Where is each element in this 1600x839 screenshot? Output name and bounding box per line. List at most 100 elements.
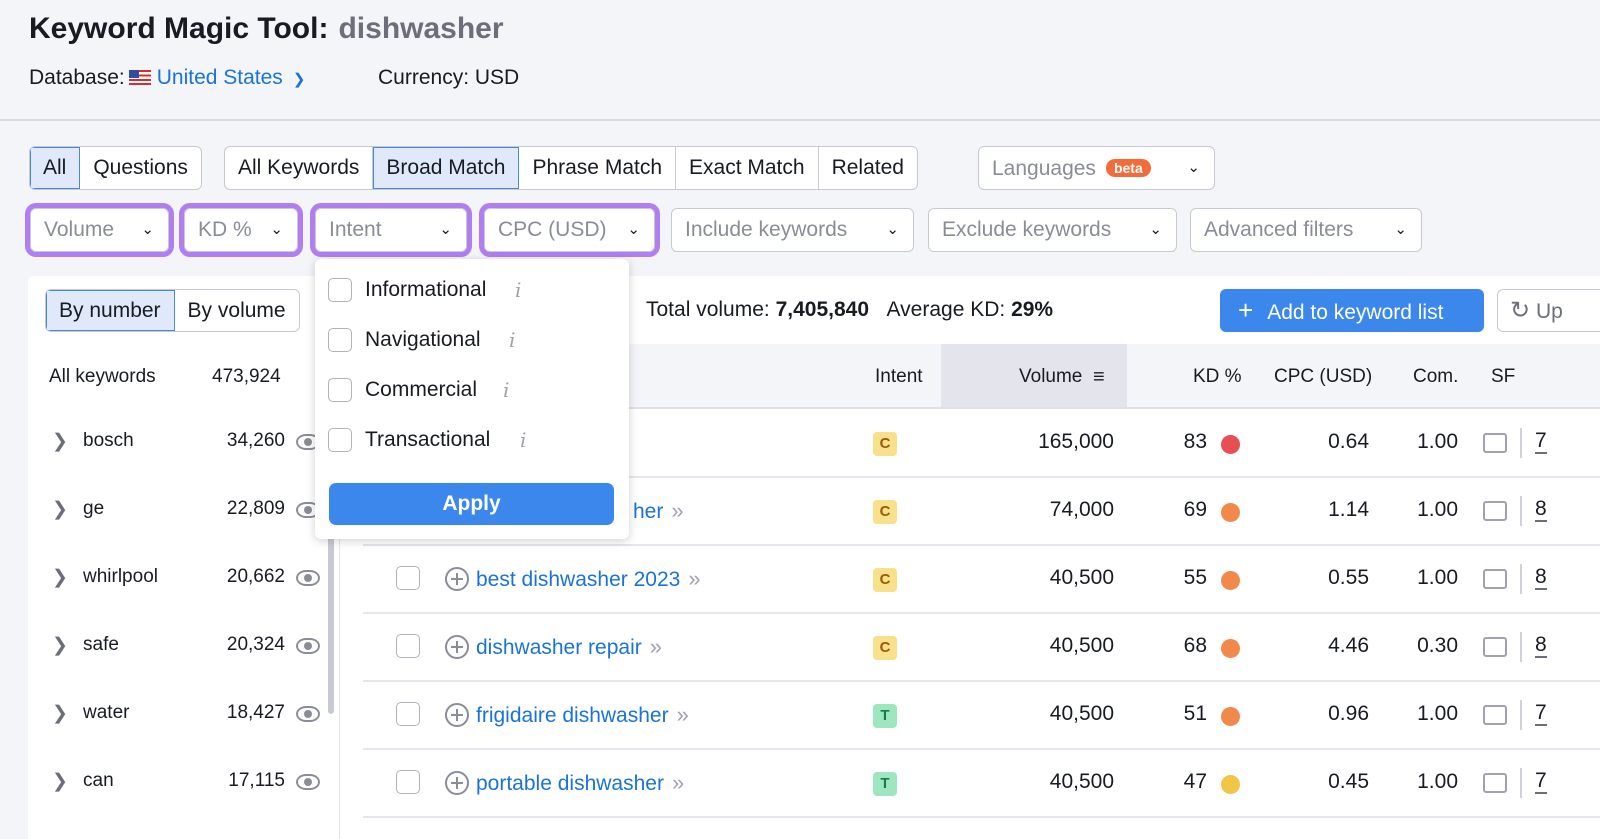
add-keyword-icon[interactable]	[445, 635, 469, 659]
row-checkbox[interactable]	[396, 702, 420, 726]
serp-features-icon[interactable]	[1483, 637, 1507, 657]
volume-filter[interactable]: Volume ⌄	[25, 203, 174, 257]
plus-icon: +	[1238, 295, 1254, 325]
tab-phrase-match[interactable]: Phrase Match	[519, 147, 677, 189]
database-selector[interactable]: Database: United States ❯	[29, 66, 305, 90]
tab-related[interactable]: Related	[831, 156, 904, 179]
tab-all-keywords[interactable]: All Keywords	[225, 147, 374, 189]
query: dishwasher	[338, 12, 504, 45]
option-checkbox[interactable]	[328, 378, 352, 402]
double-chevron-icon[interactable]: »	[671, 498, 684, 523]
keyword-link[interactable]: dishwasher repair	[476, 636, 642, 659]
cpc: 0.64	[1328, 430, 1369, 453]
group-count: 22,809	[226, 498, 285, 519]
advanced-filters[interactable]: Advanced filters ⌄	[1190, 208, 1422, 252]
eye-icon[interactable]	[296, 706, 320, 722]
kd: 83	[1183, 430, 1207, 453]
eye-icon[interactable]	[296, 774, 320, 790]
cpc-filter[interactable]: CPC (USD) ⌄	[479, 203, 660, 257]
chevron-right-icon[interactable]: ❯	[52, 635, 68, 656]
by-volume-button[interactable]: By volume	[187, 299, 286, 322]
add-to-keyword-list-button[interactable]: + Add to keyword list	[1220, 289, 1484, 332]
eye-icon[interactable]	[296, 638, 320, 654]
sf-count[interactable]: 7	[1535, 701, 1547, 726]
serp-features-icon[interactable]	[1483, 433, 1507, 453]
kd-filter[interactable]: KD % ⌄	[179, 203, 303, 257]
sf-count[interactable]: 8	[1535, 497, 1547, 522]
keyword-link[interactable]: best dishwasher 2023	[476, 568, 681, 591]
add-keyword-icon[interactable]	[445, 771, 469, 795]
serp-features-icon[interactable]	[1483, 773, 1507, 793]
intent-filter[interactable]: Intent ⌄	[310, 203, 472, 257]
double-chevron-icon[interactable]: »	[688, 566, 701, 591]
chevron-right-icon[interactable]: ❯	[52, 567, 68, 588]
sf-count[interactable]: 8	[1535, 633, 1547, 658]
database-value[interactable]: United States	[156, 66, 283, 89]
col-volume[interactable]: Volume	[1019, 366, 1083, 387]
sf-count[interactable]: 7	[1535, 769, 1547, 794]
sidebar-item[interactable]: ❯ whirlpool 20,662	[28, 566, 340, 596]
sort-icon[interactable]: ≡	[1093, 366, 1105, 388]
sidebar-item[interactable]: ❯ safe 20,324	[28, 634, 340, 664]
apply-button[interactable]: Apply	[329, 483, 614, 525]
sf-count[interactable]: 8	[1535, 565, 1547, 590]
intent-badge: C	[873, 432, 897, 456]
kd-dot-icon	[1221, 503, 1240, 522]
keyword-link[interactable]: her	[633, 500, 664, 523]
serp-features-icon[interactable]	[1483, 705, 1507, 725]
add-keyword-icon[interactable]	[445, 703, 469, 727]
row-checkbox[interactable]	[396, 634, 420, 658]
info-icon[interactable]: i	[520, 428, 527, 452]
update-button[interactable]: ↻ Up	[1497, 289, 1600, 332]
chevron-right-icon[interactable]: ❯	[52, 703, 68, 724]
exclude-keywords-filter[interactable]: Exclude keywords ⌄	[928, 208, 1177, 252]
col-com[interactable]: Com.	[1413, 366, 1459, 387]
info-icon[interactable]: i	[509, 328, 516, 352]
double-chevron-icon[interactable]: »	[671, 770, 685, 795]
option-checkbox[interactable]	[328, 328, 352, 352]
double-chevron-icon[interactable]: »	[676, 702, 689, 727]
by-number-button[interactable]: By number	[46, 290, 175, 331]
info-icon[interactable]: i	[515, 278, 522, 302]
eye-icon[interactable]	[296, 570, 320, 586]
divider	[1520, 496, 1522, 526]
add-keyword-icon[interactable]	[445, 567, 469, 591]
sidebar-scrollbar[interactable]	[328, 534, 334, 714]
option-checkbox[interactable]	[328, 428, 352, 452]
intent-badge: C	[873, 568, 897, 592]
chevron-right-icon[interactable]: ❯	[52, 771, 68, 792]
include-keywords-filter[interactable]: Include keywords ⌄	[671, 208, 914, 252]
tab-questions[interactable]: Questions	[93, 156, 188, 179]
tab-all[interactable]: All	[30, 147, 81, 189]
sidebar-item[interactable]: ❯ water 18,427	[28, 702, 340, 732]
info-icon[interactable]: i	[503, 378, 510, 402]
table-row: dishwasher repair » C 40,500 68 4.46 0.30…	[363, 614, 1600, 682]
col-cpc[interactable]: CPC (USD)	[1274, 366, 1373, 387]
chevron-right-icon[interactable]: ❯	[52, 431, 68, 452]
tab-exact-match[interactable]: Exact Match	[676, 147, 819, 189]
sidebar-header[interactable]: All keywords 473,924	[28, 366, 340, 396]
chevron-down-icon: ⌄	[1149, 221, 1162, 238]
row-checkbox[interactable]	[396, 770, 420, 794]
languages-label: Languages	[992, 157, 1096, 180]
cpc: 0.45	[1328, 770, 1369, 793]
option-checkbox[interactable]	[328, 278, 352, 302]
chevron-right-icon[interactable]: ❯	[52, 499, 68, 520]
serp-features-icon[interactable]	[1483, 501, 1507, 521]
sf-count[interactable]: 7	[1535, 429, 1547, 454]
intent-badge: C	[873, 636, 897, 660]
languages-dropdown[interactable]: Languages beta ⌄	[978, 146, 1215, 190]
sidebar-item[interactable]: ❯ ge 22,809	[28, 498, 340, 528]
keyword-link[interactable]: frigidaire dishwasher	[476, 704, 669, 727]
col-intent[interactable]: Intent	[875, 366, 923, 387]
col-kd[interactable]: KD %	[1193, 366, 1242, 387]
sidebar-item[interactable]: ❯ bosch 34,260	[28, 430, 340, 460]
serp-features-icon[interactable]	[1483, 569, 1507, 589]
sidebar-item[interactable]: ❯ can 17,115	[28, 770, 340, 800]
col-sf[interactable]: SF	[1491, 366, 1516, 387]
sidebar-header-label: All keywords	[49, 366, 156, 387]
row-checkbox[interactable]	[396, 566, 420, 590]
tab-broad-match[interactable]: Broad Match	[373, 147, 520, 189]
double-chevron-icon[interactable]: »	[649, 634, 662, 659]
keyword-link[interactable]: portable dishwasher	[476, 772, 664, 795]
